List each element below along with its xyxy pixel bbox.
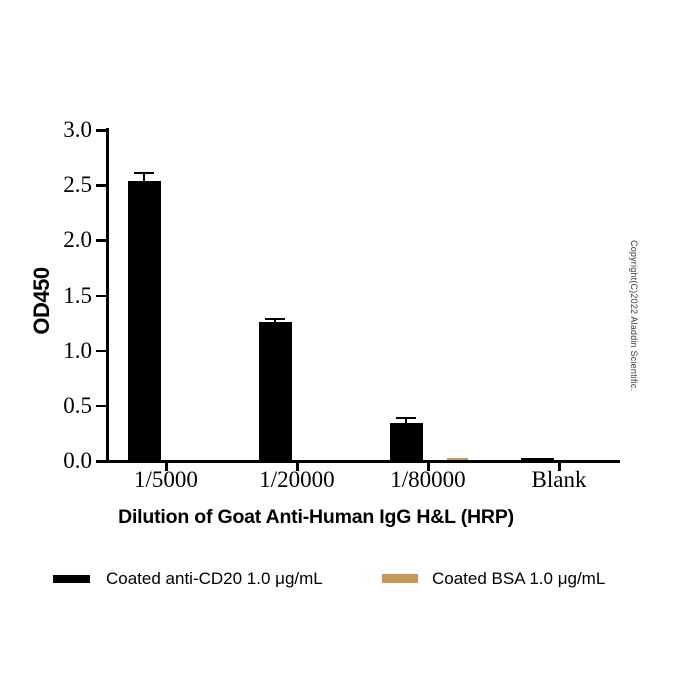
legend-swatch-bsa [382,574,418,583]
x-tick-label-Blank: Blank [531,467,587,492]
legend-label-bsa: Coated BSA 1.0 μg/mL [432,569,606,588]
bar-1/80000-s0 [389,423,423,463]
copyright-text: Copyright(C)2022 Aladdin Scientific. [629,240,639,392]
bar-1/5000-s0 [127,180,161,463]
x-axis-label: Dilution of Goat Anti-Human IgG H&L (HRP… [118,506,514,528]
x-tick-1/5000 [165,462,168,471]
y-tick-1.5 [96,294,106,297]
legend-label-anti-cd20: Coated anti-CD20 1.0 μg/mL [106,569,323,588]
x-tick-label-1/5000: 1/5000 [134,467,198,492]
y-tick-label-2.0: 2.0 [63,227,92,253]
y-tick-label-2.5: 2.5 [63,172,92,198]
y-tick-label-3.0: 3.0 [63,117,92,142]
x-tick-label-1/20000: 1/20000 [259,467,335,492]
error-bar-stem-1/80000 [405,416,407,424]
x-tick-Blank [558,462,561,471]
y-tick-3.0 [96,129,106,132]
error-bar-cap-1/20000 [265,317,285,321]
x-tick-1/20000 [296,462,299,471]
bar-1/20000-s0 [258,321,292,463]
y-tick-2.5 [96,184,106,187]
y-tick-label-1.0: 1.0 [63,337,92,363]
legend-swatch-anti-cd20 [53,575,90,583]
y-tick-0.0 [96,460,106,463]
x-tick-1/80000 [427,462,430,471]
error-bar-stem-1/5000 [143,171,145,181]
y-axis-line [106,128,109,463]
error-bar-cap-1/80000 [396,416,416,420]
y-tick-label-1.5: 1.5 [63,282,92,308]
x-tick-label-1/80000: 1/80000 [390,467,466,492]
y-tick-1.0 [96,349,106,353]
y-axis-label: OD450 [29,267,54,335]
y-tick-2.0 [96,239,106,242]
x-axis-line [106,459,620,463]
y-tick-label-0.0: 0.0 [63,448,92,473]
error-bar-cap-1/5000 [134,171,154,175]
y-tick-0.5 [96,404,106,408]
y-tick-label-0.5: 0.5 [63,392,92,418]
